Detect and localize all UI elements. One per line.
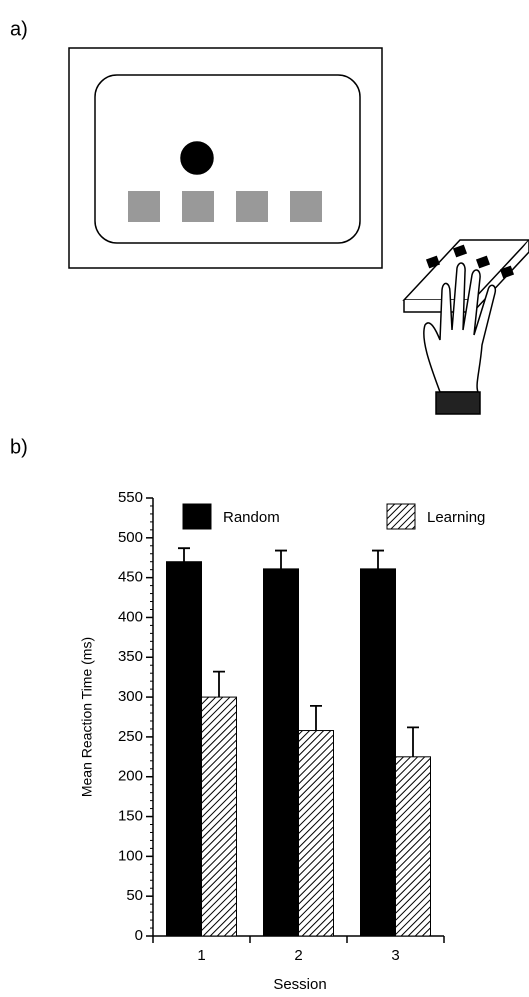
square [182,191,214,222]
panel-label: a) [10,18,28,40]
square [290,191,322,222]
y-tick-label: 0 [135,927,143,944]
bar [299,731,334,936]
error-bar [275,551,287,569]
x-tick-label: 2 [294,947,302,964]
target-dot [181,142,213,174]
bar [202,697,237,936]
cuff [436,392,480,414]
legend-swatch [387,504,415,529]
x-axis-label: Session [273,976,326,993]
error-bar [372,551,384,569]
figure: a) b) Mean Reaction Time (ms) Session 0 5… [0,0,529,997]
y-tick-label: 450 [118,569,143,586]
error-bar [178,548,190,562]
bar [167,562,202,936]
y-tick-label: 350 [118,648,143,665]
y-tick-label: 300 [118,688,143,705]
bar [361,569,396,936]
y-tick-label: 550 [118,489,143,506]
error-bar [407,727,419,756]
legend-swatch [183,504,211,529]
monitor [69,48,382,268]
y-axis-label: Mean Reaction Time (ms) [79,637,95,797]
bar [396,757,431,936]
legend-label: Learning [427,509,485,526]
y-tick-label: 500 [118,529,143,546]
square [236,191,268,222]
bar [264,569,299,936]
y-tick-label: 100 [118,847,143,864]
y-tick-label: 150 [118,808,143,825]
keypad [404,240,529,312]
panel-label: b) [10,436,28,458]
error-bar [310,706,322,731]
error-bar [213,672,225,697]
square [128,191,160,222]
y-tick-label: 200 [118,768,143,785]
x-tick-label: 3 [391,947,399,964]
x-tick-label: 1 [197,947,205,964]
stimulus-diagram [69,48,529,414]
y-tick-label: 250 [118,728,143,745]
page: a) b) Mean Reaction Time (ms) Session 0 5… [0,0,529,997]
y-tick-label: 400 [118,608,143,625]
legend-label: Random [223,509,280,526]
y-tick-label: 50 [126,887,143,904]
